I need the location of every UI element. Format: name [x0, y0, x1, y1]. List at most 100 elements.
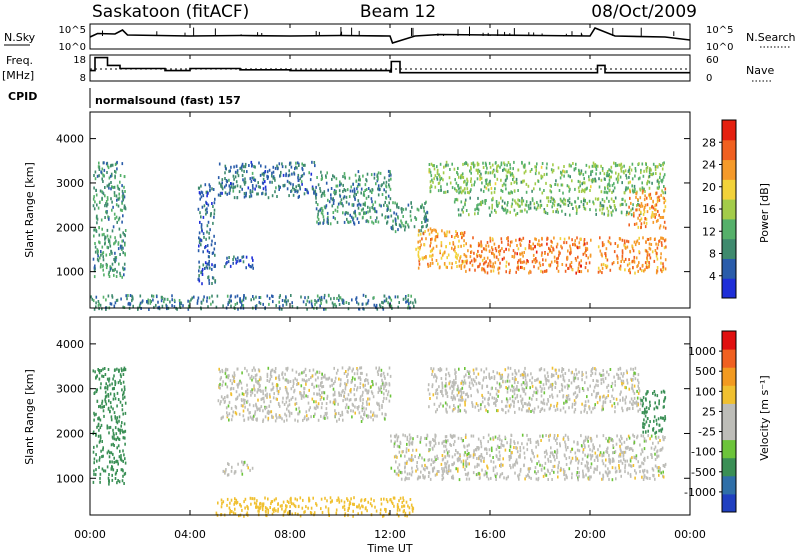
velocity-pixel: [242, 405, 244, 408]
power-pixel: [116, 221, 118, 224]
velocity-pixel: [109, 455, 111, 458]
power-pixel: [501, 237, 503, 240]
velocity-pixel: [255, 380, 257, 383]
velocity-pixel: [530, 477, 532, 480]
power-pixel: [101, 190, 103, 193]
power-pixel: [308, 296, 310, 299]
power-pixel: [398, 206, 400, 209]
power-pixel: [514, 181, 516, 184]
velocity-pixel: [108, 431, 110, 434]
velocity-pixel: [120, 375, 122, 378]
velocity-pixel: [411, 442, 413, 445]
power-pixel: [632, 163, 634, 166]
velocity-pixel: [241, 461, 243, 464]
velocity-pixel: [270, 374, 272, 377]
power-pixel: [95, 177, 97, 180]
velocity-pixel: [98, 416, 100, 419]
power-pixel: [368, 195, 370, 198]
power-pixel: [458, 245, 460, 248]
velocity-pixel: [241, 469, 243, 472]
velocity-pixel: [241, 382, 243, 385]
velocity-pixel: [302, 394, 304, 397]
power-pixel: [508, 263, 510, 266]
power-pixel: [211, 295, 213, 298]
velocity-pixel: [124, 396, 126, 399]
power-pixel: [213, 216, 215, 219]
power-pixel: [282, 299, 284, 302]
velocity-pixel: [99, 481, 101, 484]
velocity-pixel: [484, 473, 486, 476]
power-pixel: [505, 184, 507, 187]
power-pixel: [520, 258, 522, 261]
power-pixel: [242, 174, 244, 177]
power-pixel: [599, 186, 601, 189]
power-pixel: [636, 222, 638, 225]
power-pixel: [492, 164, 494, 167]
power-pixel: [316, 207, 318, 210]
velocity-pixel: [564, 470, 566, 473]
velocity-pixel: [267, 375, 269, 378]
power-pixel: [341, 198, 343, 201]
power-pixel: [650, 237, 652, 240]
velocity-pixel: [369, 398, 371, 401]
power-pixel: [592, 178, 594, 181]
velocity-pixel: [319, 394, 321, 397]
power-pixel: [513, 161, 515, 164]
power-pixel: [634, 190, 636, 193]
velocity-pixel: [98, 466, 100, 469]
power-pixel: [655, 249, 657, 252]
power-pixel: [634, 256, 636, 259]
velocity-pixel: [481, 469, 483, 472]
velocity-pixel: [587, 469, 589, 472]
power-pixel: [376, 210, 378, 213]
power-pixel: [352, 183, 354, 186]
power-pixel: [623, 260, 625, 263]
power-pixel: [576, 212, 578, 215]
velocity-pixel: [263, 400, 265, 403]
velocity-pixel: [415, 470, 417, 473]
power-pixel: [198, 261, 200, 264]
velocity-pixel: [277, 389, 279, 392]
power-pixel: [227, 295, 229, 298]
velocity-pixel: [659, 467, 661, 470]
power-pixel: [116, 199, 118, 202]
power-pixel: [640, 205, 642, 208]
power-pixel: [429, 233, 431, 236]
power-pixel: [603, 263, 605, 266]
power-pixel: [479, 263, 481, 266]
power-pixel: [443, 253, 445, 256]
power-pixel: [262, 173, 264, 176]
power-pixel: [118, 241, 120, 244]
power-pixel: [417, 241, 419, 244]
velocity-pixel: [244, 461, 246, 464]
velocity-pixel: [592, 449, 594, 452]
velocity-pixel: [665, 463, 667, 466]
velocity-pixel: [542, 434, 544, 437]
power-pixel: [602, 167, 604, 170]
power-pixel: [157, 301, 159, 304]
power-pixel: [435, 186, 437, 189]
power-pixel: [638, 242, 640, 245]
power-pixel: [211, 240, 213, 243]
velocity-pixel: [105, 470, 107, 473]
power-pixel: [342, 184, 344, 187]
power-pixel: [298, 164, 300, 167]
power-pixel: [455, 261, 457, 264]
power-pixel: [523, 260, 525, 263]
power-pixel: [207, 192, 209, 195]
power-pixel: [352, 190, 354, 193]
velocity-pixel: [275, 377, 277, 380]
power-pixel: [481, 268, 483, 271]
velocity-pixel: [275, 419, 277, 422]
velocity-pixel: [463, 460, 465, 463]
power-pixel: [384, 216, 386, 219]
velocity-pixel: [261, 405, 263, 408]
power-pixel: [536, 201, 538, 204]
velocity-pixel: [495, 475, 497, 478]
velocity-pixel: [350, 409, 352, 412]
velocity-pixel: [244, 419, 246, 422]
power-pixel: [617, 261, 619, 264]
velocity-pixel: [518, 476, 520, 479]
velocity-pixel: [271, 388, 273, 391]
velocity-pixel: [122, 413, 124, 416]
